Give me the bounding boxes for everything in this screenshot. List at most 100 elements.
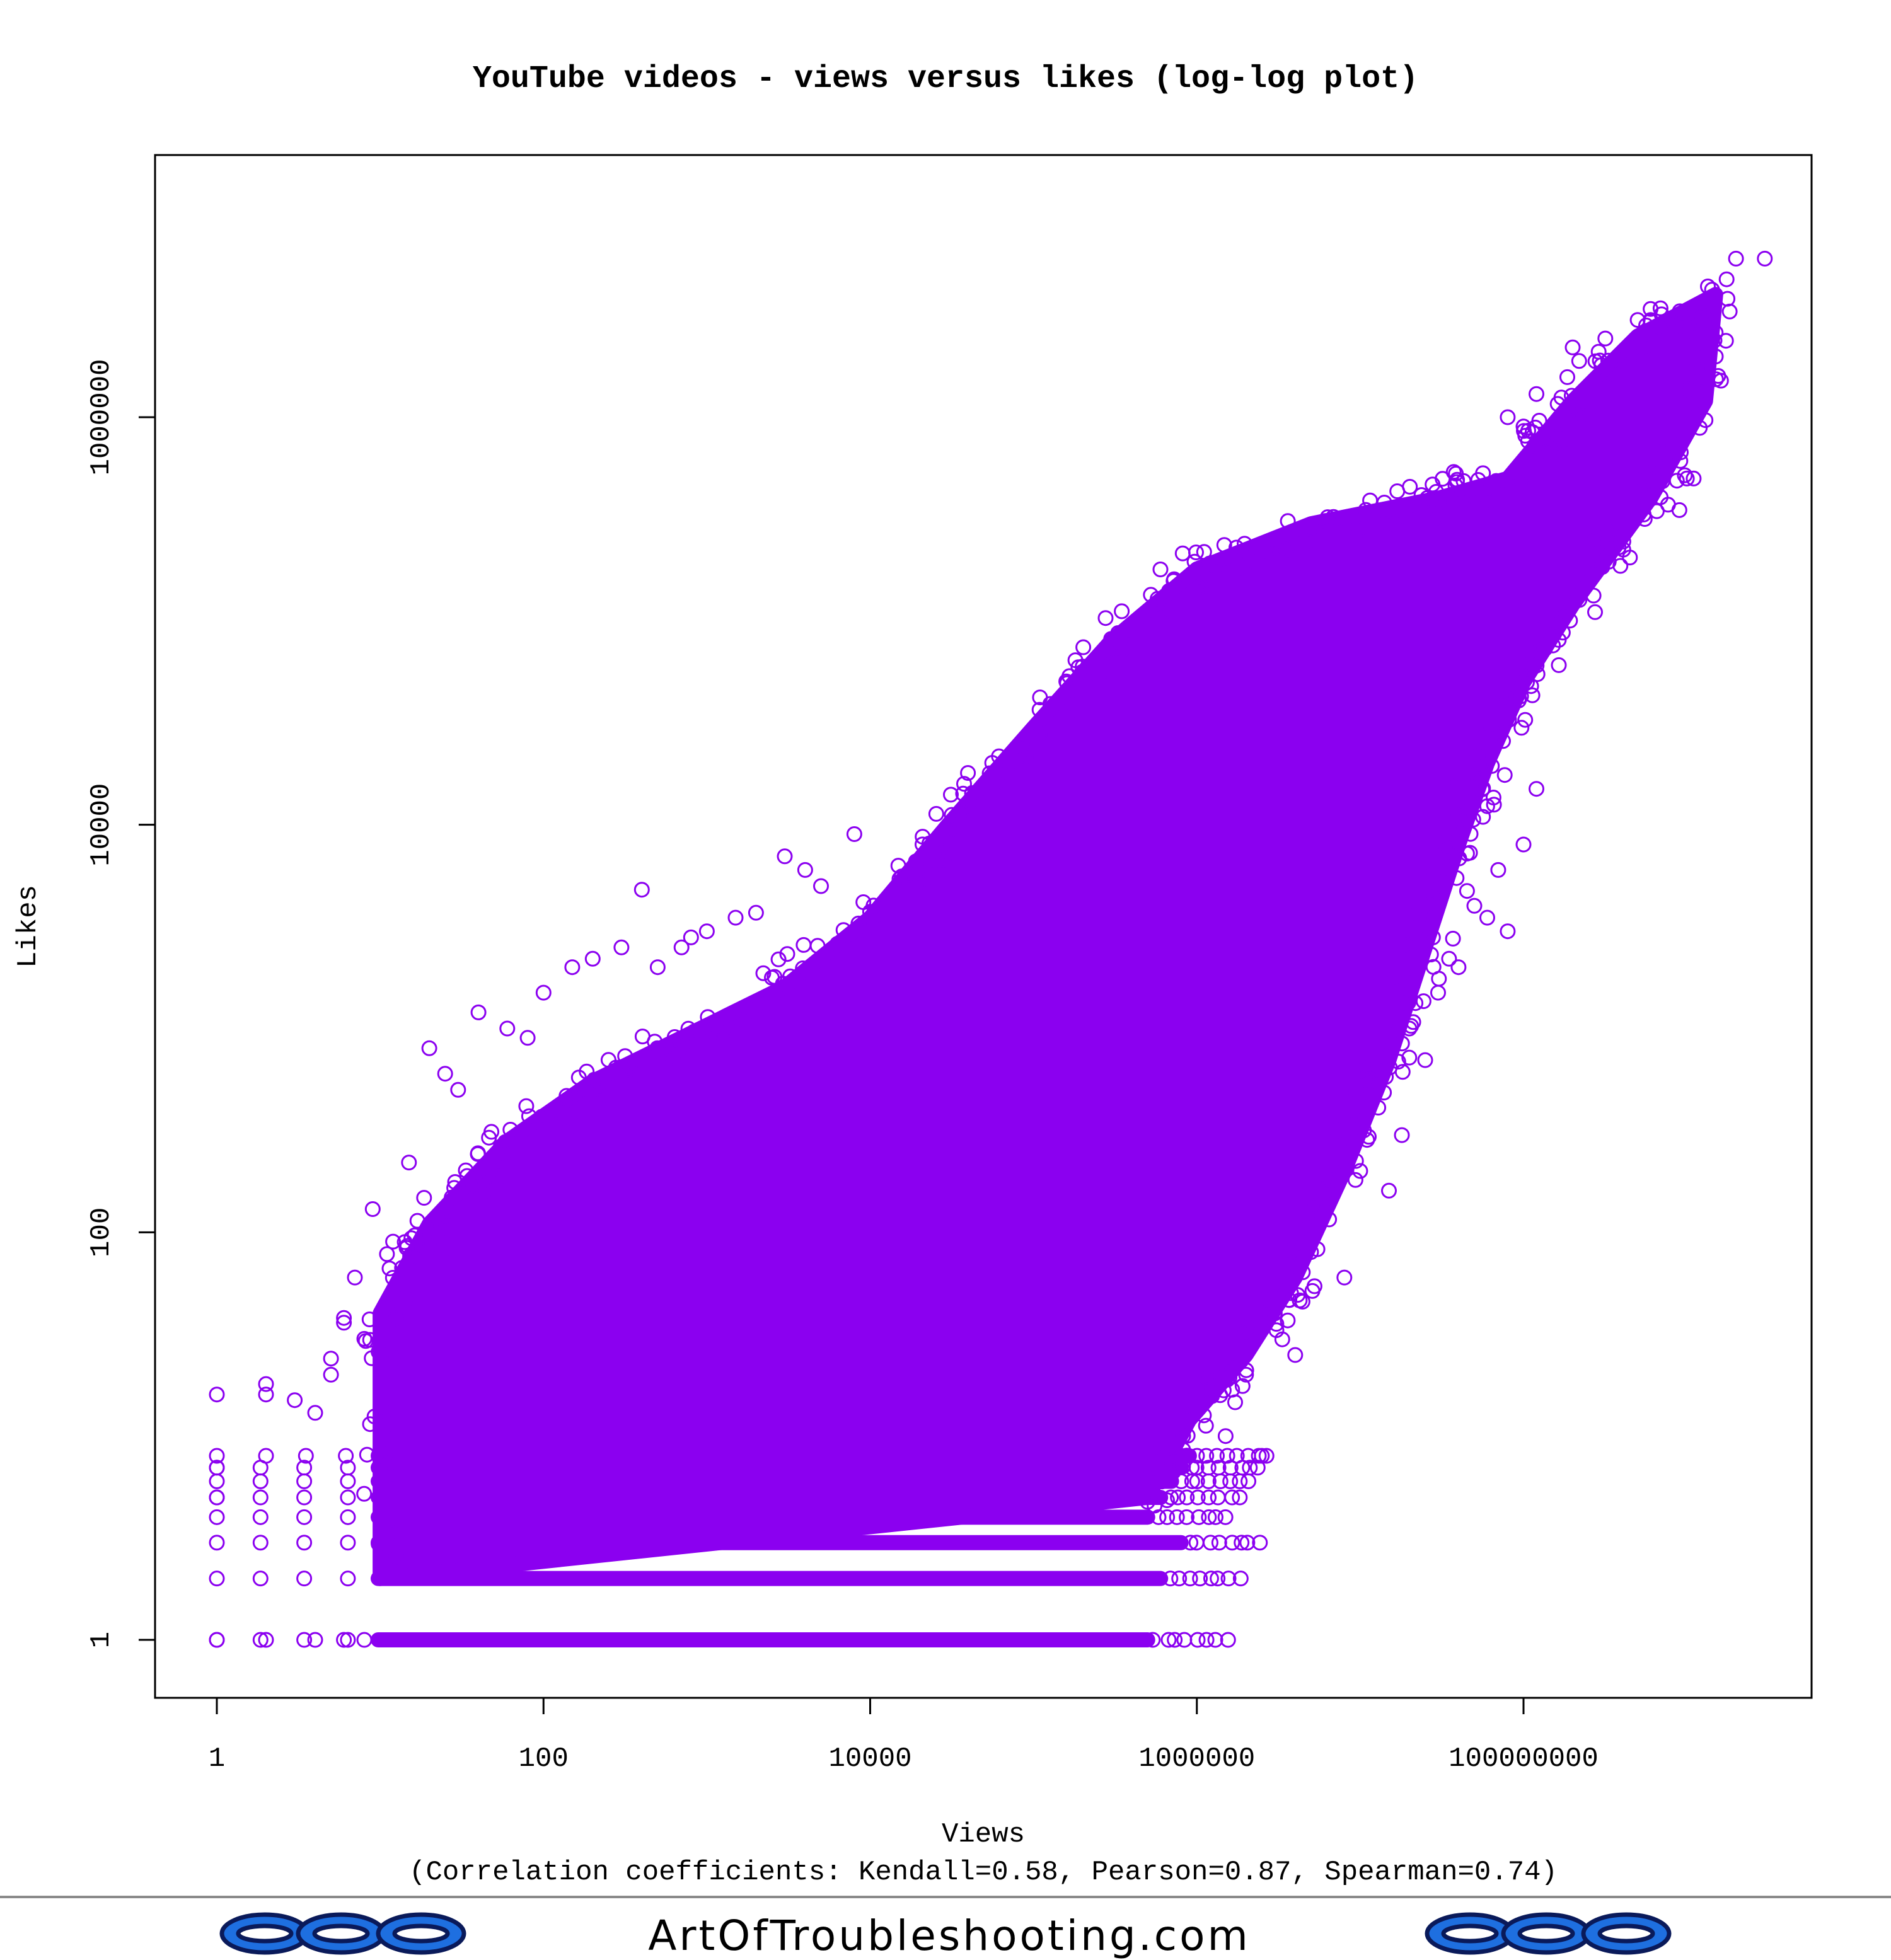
data-point — [296, 1535, 313, 1551]
data-point — [673, 939, 690, 955]
data-point — [1636, 506, 1652, 522]
data-point — [994, 773, 1010, 790]
data-point — [1559, 369, 1575, 385]
data-point — [1449, 471, 1466, 488]
data-point — [1485, 790, 1501, 805]
data-point — [1170, 1489, 1186, 1506]
data-point — [855, 894, 872, 910]
data-point — [1252, 1535, 1268, 1551]
data-point — [1389, 483, 1406, 499]
data-point — [1677, 467, 1693, 483]
data-point — [1455, 473, 1472, 489]
data-point — [287, 1392, 303, 1409]
data-point — [1348, 1153, 1364, 1169]
data-point — [894, 868, 910, 885]
data-point — [1179, 1489, 1195, 1506]
data-point — [1114, 603, 1130, 620]
data-point — [1728, 250, 1744, 267]
data-point — [1710, 368, 1726, 384]
data-point — [450, 1081, 466, 1098]
data-point — [1303, 1244, 1319, 1260]
data-point — [1204, 1388, 1220, 1404]
data-point — [340, 1460, 356, 1476]
data-point — [1501, 689, 1517, 705]
data-point — [1362, 1071, 1379, 1088]
data-point — [1655, 444, 1671, 460]
data-point — [1692, 420, 1708, 436]
data-point — [1058, 709, 1075, 725]
chain-link-icon — [1425, 1912, 1672, 1955]
data-point — [1417, 1052, 1433, 1068]
data-point — [1219, 1448, 1235, 1464]
data-point — [1721, 303, 1738, 320]
data-point — [1352, 1163, 1368, 1179]
data-point — [356, 1330, 373, 1347]
data-point — [755, 965, 772, 981]
data-point — [1198, 1417, 1214, 1434]
data-point — [943, 787, 959, 803]
data-point — [1210, 1460, 1227, 1476]
data-point — [1594, 559, 1611, 575]
data-point — [356, 1485, 373, 1502]
data-point — [433, 1245, 449, 1262]
data-point — [1408, 995, 1424, 1012]
data-point — [1287, 1347, 1304, 1363]
data-point — [1238, 1366, 1254, 1383]
data-point — [1425, 867, 1441, 883]
data-point — [1224, 1489, 1240, 1506]
data-point — [1496, 767, 1513, 783]
data-point — [750, 994, 766, 1011]
data-point — [1537, 640, 1553, 657]
data-point — [570, 1069, 587, 1086]
data-point — [1708, 349, 1724, 365]
data-point — [1295, 1264, 1311, 1281]
data-point — [403, 1230, 420, 1247]
data-point — [357, 1333, 374, 1349]
data-point — [1471, 760, 1488, 776]
data-point — [1198, 1632, 1215, 1648]
data-point — [340, 1632, 356, 1648]
data-point — [433, 1218, 449, 1234]
site-watermark: ArtOfTroubleshooting.com — [648, 1911, 1251, 1960]
data-point — [616, 1059, 632, 1075]
data-point — [1200, 1370, 1216, 1386]
data-point — [869, 930, 886, 946]
data-point — [664, 1049, 681, 1066]
data-point — [1438, 839, 1455, 856]
data-point — [1070, 659, 1087, 676]
data-point — [797, 862, 813, 878]
data-point — [398, 1240, 415, 1256]
data-point — [1202, 1535, 1218, 1551]
data-point — [1428, 509, 1444, 526]
data-point — [1196, 1407, 1212, 1424]
chain-link-icon — [219, 1912, 466, 1955]
data-point — [1554, 625, 1571, 641]
data-point — [1201, 1489, 1217, 1506]
data-point — [1439, 832, 1455, 848]
data-point — [1196, 544, 1212, 560]
data-point — [1235, 560, 1252, 577]
data-point — [385, 1233, 402, 1250]
data-point — [1469, 748, 1486, 764]
data-point — [1374, 1030, 1391, 1046]
data-point — [1565, 397, 1582, 413]
data-point — [1631, 334, 1647, 350]
data-point — [1523, 678, 1539, 695]
data-point — [1686, 470, 1702, 487]
data-point — [1216, 537, 1232, 553]
data-point — [1425, 959, 1442, 975]
data-point — [1441, 950, 1457, 967]
x-axis: 1 100 10000 1000000 100000000 — [209, 1697, 1599, 1775]
data-points — [209, 250, 1773, 1648]
data-point — [727, 909, 744, 926]
data-point — [1529, 666, 1546, 683]
data-point — [1385, 969, 1402, 985]
data-point — [779, 946, 795, 962]
x-tick-label: 100 — [519, 1743, 569, 1775]
data-point — [209, 1509, 225, 1525]
data-point — [481, 1129, 497, 1146]
y-axis-label: Likes — [13, 885, 44, 968]
data-point — [1115, 641, 1131, 657]
data-point — [1290, 1287, 1306, 1303]
data-point — [1320, 1192, 1336, 1208]
